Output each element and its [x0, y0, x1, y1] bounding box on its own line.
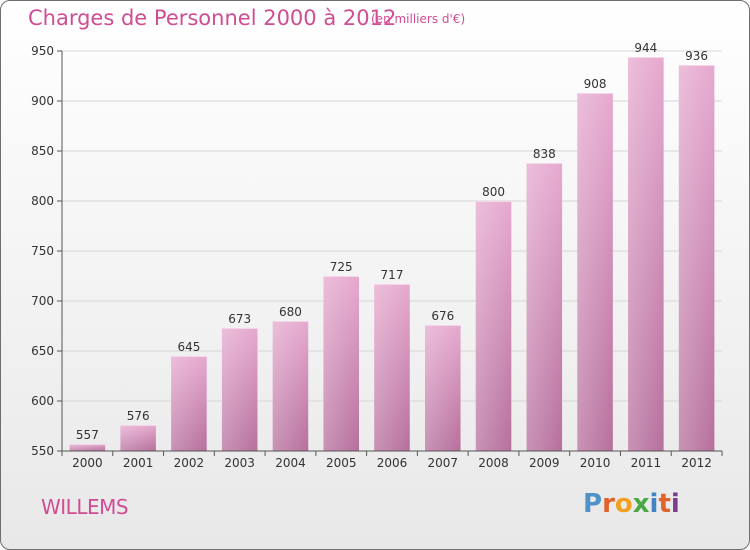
y-tick-label: 650: [31, 344, 54, 358]
y-tick-label: 600: [31, 394, 54, 408]
y-tick-label: 950: [31, 44, 54, 58]
value-label: 717: [381, 268, 404, 282]
value-label: 576: [127, 409, 150, 423]
chart-title: Charges de Personnel 2000 à 2012: [28, 6, 397, 30]
value-label: 936: [685, 49, 708, 63]
x-tick-label: 2012: [681, 456, 712, 470]
value-label: 944: [634, 41, 657, 55]
y-tick-label: 850: [31, 144, 54, 158]
bar-highlight: [475, 201, 512, 451]
x-tick-label: 2006: [377, 456, 408, 470]
bar-highlight: [526, 163, 563, 451]
x-tick-label: 2005: [326, 456, 357, 470]
chart-subtitle: (en milliers d'€): [371, 12, 466, 26]
bar-highlight: [120, 425, 156, 451]
value-label: 557: [76, 428, 99, 442]
value-label: 676: [431, 309, 454, 323]
y-tick-label: 550: [31, 444, 54, 458]
bar-highlight: [221, 328, 258, 451]
y-tick-label: 900: [31, 94, 54, 108]
proxiti-logo[interactable]: Proxiti: [583, 489, 680, 519]
value-label: 838: [533, 147, 556, 161]
value-label: 673: [228, 312, 251, 326]
value-label: 725: [330, 260, 353, 274]
x-tick-label: 2003: [224, 456, 255, 470]
x-tick-label: 2009: [529, 456, 560, 470]
y-tick-label: 750: [31, 244, 54, 258]
value-label: 908: [584, 77, 607, 91]
x-tick-label: 2004: [275, 456, 306, 470]
bar-highlight: [272, 321, 309, 451]
bar-highlight: [374, 284, 410, 451]
x-tick-label: 2002: [174, 456, 205, 470]
x-tick-label: 2008: [478, 456, 509, 470]
value-label: 680: [279, 305, 302, 319]
value-label: 645: [177, 340, 200, 354]
bar-highlight: [628, 57, 664, 451]
bar-highlight: [577, 93, 613, 451]
y-tick-label: 700: [31, 294, 54, 308]
location-label: WILLEMS: [41, 495, 129, 519]
bar-highlight: [323, 276, 359, 451]
x-tick-label: 2011: [631, 456, 662, 470]
bar-highlight: [678, 65, 715, 451]
y-tick-label: 800: [31, 194, 54, 208]
bar-highlight: [425, 325, 461, 451]
bar-highlight: [69, 444, 106, 451]
x-tick-label: 2010: [580, 456, 611, 470]
bar-highlight: [171, 356, 207, 451]
value-label: 800: [482, 185, 505, 199]
x-tick-label: 2001: [123, 456, 154, 470]
x-tick-label: 2000: [72, 456, 103, 470]
x-tick-label: 2007: [427, 456, 458, 470]
